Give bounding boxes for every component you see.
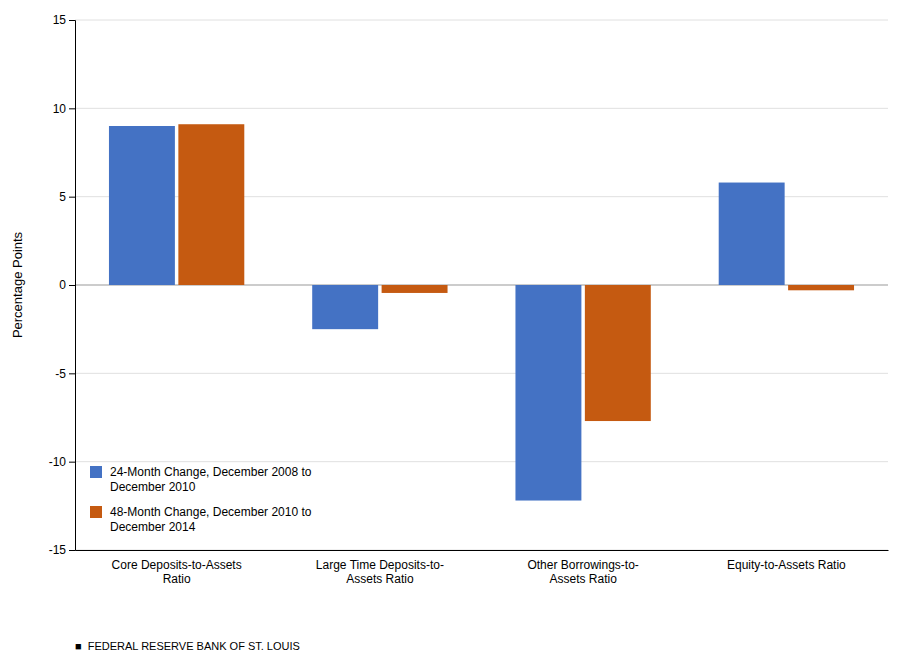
y-tick-mark [69, 197, 75, 198]
x-tick: Large Time Deposits-to-Assets Ratio [316, 558, 444, 586]
legend-label-line: December 2010 [110, 480, 196, 494]
legend-label: 24-Month Change, December 2008 toDecembe… [110, 465, 312, 494]
y-tick-label: -5 [55, 367, 66, 381]
bar [585, 285, 651, 421]
grid-line [75, 550, 888, 551]
x-tick: Other Borrowings-to-Assets Ratio [527, 558, 638, 586]
x-tick-label-line: Core Deposits-to-Assets [112, 558, 242, 572]
y-tick-mark [69, 462, 75, 463]
bar [178, 124, 244, 285]
x-tick-label: Equity-to-Assets Ratio [727, 558, 846, 572]
x-axis: Core Deposits-to-AssetsRatio Large Time D… [76, 551, 889, 586]
x-tick: Equity-to-Assets Ratio [727, 558, 846, 572]
y-tick: -10 [49, 455, 75, 469]
x-tick-label: Other Borrowings-to-Assets Ratio [527, 558, 638, 586]
y-tick-label: 15 [53, 13, 67, 27]
grid [75, 20, 888, 550]
y-tick: 10 [53, 102, 75, 116]
x-tick-label-line: Ratio [163, 572, 191, 586]
y-tick-mark [69, 20, 75, 21]
y-tick-label: 0 [59, 278, 66, 292]
legend: 24-Month Change, December 2008 toDecembe… [90, 465, 312, 534]
x-tick-label-line: Assets Ratio [549, 572, 617, 586]
footer: ■ FEDERAL RESERVE BANK OF ST. LOUIS [75, 640, 300, 652]
bars [109, 124, 854, 500]
y-tick-mark [69, 550, 75, 551]
legend-swatch [90, 466, 102, 478]
x-tick-label-line: Other Borrowings-to- [527, 558, 638, 572]
y-tick-label: 5 [59, 190, 66, 204]
legend-label-line: 48-Month Change, December 2010 to [110, 505, 312, 519]
legend-label-line: 24-Month Change, December 2008 to [110, 465, 312, 479]
legend-item: 48-Month Change, December 2010 toDecembe… [90, 505, 312, 534]
y-tick-label: 10 [53, 102, 67, 116]
y-tick-mark [69, 285, 75, 286]
y-tick-mark [69, 373, 75, 374]
grid-line [75, 20, 888, 21]
x-tick-label-line: Equity-to-Assets Ratio [727, 558, 846, 572]
y-axis: -15 -10 -5 0 5 10 15 [49, 13, 76, 557]
y-tick: 0 [59, 278, 75, 292]
y-tick-mark [69, 108, 75, 109]
y-axis-line [69, 21, 76, 551]
legend-label-line: December 2014 [110, 520, 196, 534]
chart-svg: -15 -10 -5 0 5 10 15 Core Deposits-to-AssetsRat… [0, 0, 908, 660]
y-tick-label: -15 [49, 543, 67, 557]
x-tick-label: Core Deposits-to-AssetsRatio [112, 558, 242, 586]
bar [515, 285, 581, 501]
x-tick-label: Large Time Deposits-to-Assets Ratio [316, 558, 444, 586]
grid-line [75, 461, 888, 462]
x-tick-label-line: Assets Ratio [346, 572, 414, 586]
bar [312, 285, 378, 329]
bar [109, 126, 175, 285]
x-tick-label-line: Large Time Deposits-to- [316, 558, 444, 572]
y-tick: 5 [59, 190, 75, 204]
grid-line [75, 373, 888, 374]
bar [788, 285, 854, 290]
y-axis-title: Percentage Points [10, 231, 25, 338]
legend-item: 24-Month Change, December 2008 toDecembe… [90, 465, 312, 494]
legend-label: 48-Month Change, December 2010 toDecembe… [110, 505, 312, 534]
plot-area: -15 -10 -5 0 5 10 15 Core Deposits-to-AssetsRat… [49, 13, 889, 586]
x-axis-line [76, 550, 889, 551]
y-tick: -5 [55, 367, 75, 381]
y-tick-label: -10 [49, 455, 67, 469]
y-tick: -15 [49, 543, 75, 557]
bar [382, 285, 448, 293]
grid-line [75, 108, 888, 109]
bar-series [178, 124, 854, 421]
y-tick: 15 [53, 13, 75, 27]
legend-swatch [90, 506, 102, 518]
x-tick: Core Deposits-to-AssetsRatio [112, 558, 242, 586]
bar [719, 183, 785, 285]
